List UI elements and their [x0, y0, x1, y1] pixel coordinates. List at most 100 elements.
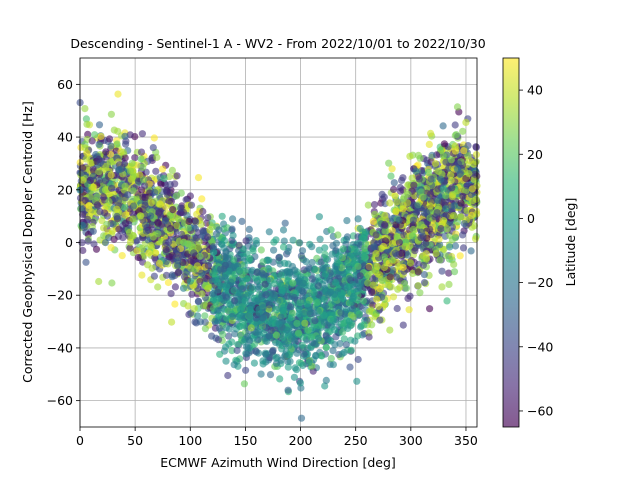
- data-point: [204, 214, 212, 222]
- data-point: [456, 170, 464, 178]
- data-point: [445, 280, 453, 288]
- data-point: [196, 278, 204, 286]
- y-axis-ticks: −60 −40 −20 0 20 40 60: [47, 77, 80, 408]
- data-point: [459, 127, 467, 135]
- data-point: [105, 234, 113, 242]
- data-point: [210, 289, 218, 297]
- data-point: [427, 190, 435, 198]
- data-point: [392, 207, 400, 215]
- data-point: [253, 297, 261, 305]
- data-point: [121, 182, 129, 190]
- y-tick-label: 20: [57, 182, 73, 197]
- data-point: [368, 321, 376, 329]
- data-point: [208, 223, 216, 231]
- data-point: [151, 188, 159, 196]
- data-point: [193, 210, 201, 218]
- data-point: [292, 366, 301, 374]
- data-point: [448, 193, 456, 201]
- data-point: [109, 220, 117, 228]
- data-point: [364, 264, 372, 272]
- data-point: [450, 260, 458, 268]
- data-point: [239, 312, 247, 321]
- data-point: [419, 261, 427, 269]
- data-point: [138, 271, 146, 279]
- data-point: [107, 244, 115, 252]
- data-point: [406, 152, 414, 160]
- data-point: [174, 215, 183, 223]
- data-point: [372, 231, 380, 239]
- data-point: [451, 242, 460, 250]
- data-point: [270, 246, 278, 254]
- data-point: [416, 154, 424, 162]
- data-point: [134, 253, 142, 262]
- data-point: [439, 152, 447, 160]
- data-point: [443, 297, 451, 305]
- data-point: [411, 247, 419, 255]
- data-point: [96, 208, 104, 216]
- data-point: [265, 228, 273, 236]
- data-point: [468, 185, 476, 193]
- data-point: [79, 246, 87, 255]
- data-point: [417, 228, 426, 236]
- data-point: [224, 254, 232, 263]
- data-point: [78, 221, 87, 229]
- data-point: [139, 163, 147, 171]
- data-point: [393, 198, 401, 206]
- data-point: [388, 256, 396, 264]
- data-point: [194, 297, 203, 305]
- x-tick-label: 200: [289, 433, 313, 448]
- data-point: [95, 121, 104, 129]
- data-point: [456, 252, 464, 260]
- data-point: [160, 174, 168, 182]
- data-points: [76, 90, 481, 422]
- data-point: [124, 191, 132, 199]
- data-point: [102, 148, 110, 156]
- data-point: [119, 234, 127, 242]
- data-point: [179, 284, 188, 292]
- data-point: [219, 330, 227, 338]
- data-point: [432, 249, 440, 258]
- data-point: [154, 219, 162, 227]
- data-point: [448, 184, 456, 192]
- data-point: [371, 210, 379, 218]
- data-point: [161, 217, 169, 225]
- data-point: [168, 166, 176, 174]
- data-point: [211, 276, 220, 284]
- data-point: [84, 237, 92, 245]
- data-point: [414, 282, 422, 290]
- data-point: [275, 254, 283, 262]
- data-point: [198, 269, 206, 277]
- data-point: [85, 205, 93, 213]
- data-point: [420, 279, 429, 287]
- data-point: [186, 277, 194, 285]
- chart-title: Descending - Sentinel-1 A - WV2 - From 2…: [70, 36, 485, 51]
- data-point: [356, 224, 364, 233]
- data-point: [190, 305, 198, 313]
- data-point: [168, 318, 176, 326]
- data-point: [203, 219, 211, 227]
- data-point: [82, 258, 90, 266]
- data-point: [320, 318, 328, 326]
- data-point: [420, 271, 428, 279]
- data-point: [240, 380, 248, 388]
- data-point: [150, 272, 158, 280]
- data-point: [108, 184, 116, 192]
- data-point: [300, 310, 308, 318]
- data-point: [408, 174, 416, 182]
- data-point: [174, 257, 182, 265]
- data-point: [262, 350, 270, 358]
- data-point: [231, 330, 239, 338]
- data-point: [321, 270, 329, 278]
- data-point: [107, 110, 115, 118]
- data-point: [308, 275, 316, 283]
- data-point: [281, 219, 289, 227]
- data-point: [386, 273, 394, 281]
- data-point: [89, 227, 97, 235]
- data-point: [198, 195, 206, 203]
- data-point: [242, 366, 250, 374]
- data-point: [467, 247, 475, 255]
- data-point: [351, 337, 359, 345]
- data-point: [272, 331, 281, 339]
- data-point: [402, 284, 411, 292]
